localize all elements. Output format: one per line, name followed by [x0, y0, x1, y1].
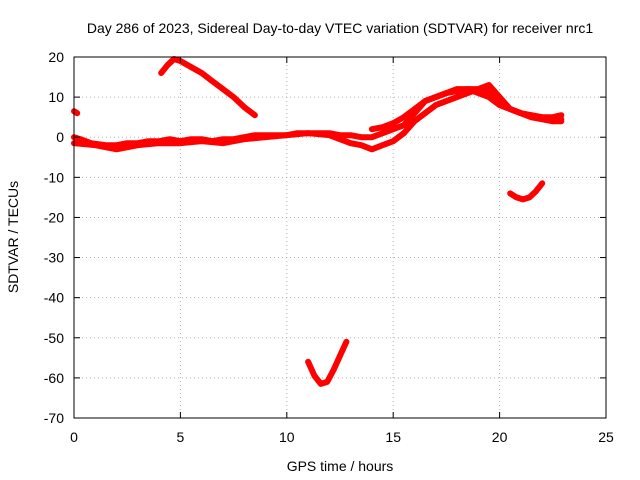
- x-tick-label: 20: [492, 429, 508, 445]
- chart-title: Day 286 of 2023, Sidereal Day-to-day VTE…: [87, 20, 593, 36]
- plot-frame: [73, 56, 607, 419]
- series-segment-evening: [507, 180, 546, 203]
- series-segment-morning: [158, 56, 258, 119]
- y-tick-label: -40: [44, 290, 64, 306]
- y-axis-title: SDTVAR / TECUs: [5, 181, 21, 293]
- axis-ticks: 0 5 10 15 20 25 -70 -60 -50 -40 -30 -20 -10 0 10 20: [44, 49, 614, 445]
- x-tick-label: 5: [177, 429, 185, 445]
- y-tick-label: 0: [56, 129, 64, 145]
- series-layer: [71, 56, 565, 387]
- y-tick-label: -50: [44, 330, 64, 346]
- y-tick-label: -20: [44, 209, 64, 225]
- y-tick-label: -70: [44, 410, 64, 426]
- y-tick-label: -60: [44, 370, 64, 386]
- x-axis-title: GPS time / hours: [287, 458, 394, 474]
- series-segment-dip: [305, 338, 350, 387]
- x-tick-label: 0: [70, 429, 78, 445]
- series-segment-early: [71, 108, 81, 117]
- series-upper-band: [368, 86, 565, 133]
- x-tick-label: 10: [279, 429, 295, 445]
- grid: [74, 57, 606, 418]
- x-tick-label: 15: [385, 429, 401, 445]
- y-tick-label: -30: [44, 250, 64, 266]
- y-tick-label: 20: [48, 49, 64, 65]
- x-tick-label: 25: [598, 429, 614, 445]
- y-tick-label: -10: [44, 169, 64, 185]
- y-tick-label: 10: [48, 89, 64, 105]
